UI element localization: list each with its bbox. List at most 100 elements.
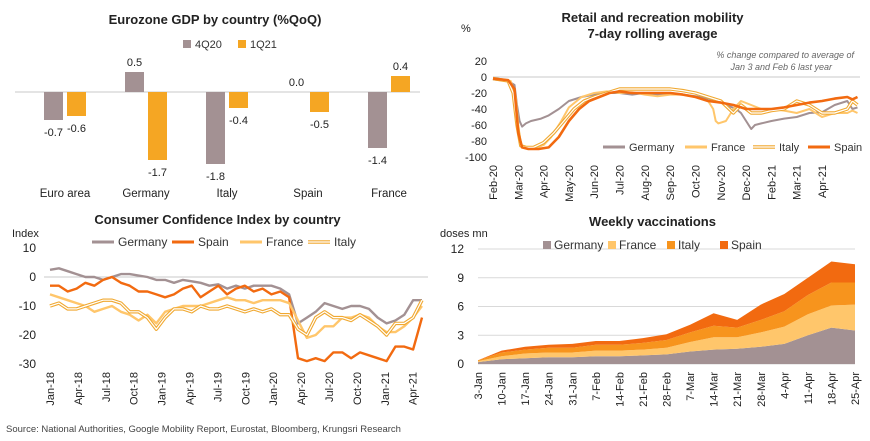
x-tick-label: 18-Apr (826, 372, 838, 405)
y-tick-label: -20 (471, 88, 487, 100)
data-label: -0.6 (67, 123, 86, 135)
x-tick-label: Jun-20 (589, 165, 601, 199)
x-tick-label: 28-Mar (756, 372, 768, 407)
bar-1q21-germany (148, 92, 167, 160)
legend-swatch-italy (667, 241, 675, 249)
legend-label-italy: Italy (334, 235, 356, 249)
y-tick-label: 10 (23, 241, 37, 255)
series-line-spain (50, 275, 424, 363)
x-tick-label: Feb-20 (488, 165, 500, 200)
legend-label-france: France (711, 142, 745, 154)
x-tick-label: 25-Apr (850, 372, 862, 405)
legend-swatch-germany (543, 241, 551, 249)
gdp-chart-title: Eurozone GDP by country (%QoQ) (108, 12, 322, 27)
x-tick-label: 10-Jan (497, 372, 509, 406)
category-label: Italy (216, 188, 237, 200)
x-tick-label: Jan-21 (380, 372, 392, 406)
x-tick-label: Oct-19 (240, 372, 252, 405)
x-tick-label: Jul-20 (615, 165, 627, 195)
legend-swatch-spain (720, 241, 728, 249)
y-tick-label: -10 (19, 299, 37, 313)
x-tick-label: Apr-20 (539, 165, 551, 198)
confidence-chart-panel: Consumer Confidence Index by country Ind… (0, 210, 435, 422)
x-tick-label: Nov-20 (716, 165, 728, 200)
bar-4q20-france (368, 92, 387, 148)
category-label: France (371, 188, 407, 200)
data-label: -1.7 (148, 167, 167, 179)
series-line-spain (492, 77, 859, 151)
legend-label-germany: Germany (629, 142, 675, 154)
bar-4q20-germany (125, 72, 144, 92)
y-tick-label: -80 (471, 136, 487, 148)
data-label: 0.5 (127, 57, 142, 69)
y-tick-label: 20 (475, 56, 487, 68)
area-spain (478, 261, 855, 361)
legend-label-germany: Germany (554, 238, 603, 252)
mobility-chart-panel: Retail and recreation mobility 7-day rol… (435, 0, 870, 210)
series-line-italy-inner (49, 299, 423, 336)
data-label: -1.8 (206, 171, 225, 183)
x-tick-label: 21-Mar (732, 372, 744, 407)
bar-1q21-spain (310, 92, 329, 112)
mobility-chart: % % change compared to average of Jan 3 an… (461, 23, 862, 202)
y-tick-label: 3 (457, 328, 464, 342)
x-tick-label: 17-Jan (520, 372, 532, 406)
x-tick-label: Oct-20 (690, 165, 702, 198)
legend-label-spain: Spain (834, 142, 862, 154)
y-axis-label: % (461, 23, 471, 35)
bar-1q21-euro-area (67, 92, 86, 116)
area-italy (478, 282, 855, 362)
vaccination-chart: doses mn 12 9 6 3 0 3-Jan 10-Jan 17-Jan 24-Jan 31-… (440, 228, 862, 407)
x-tick-label: Sep-20 (665, 165, 677, 200)
x-tick-label: Apr-21 (817, 165, 829, 198)
source-note: Source: National Authorities, Google Mob… (6, 424, 401, 435)
legend-label-france: France (266, 235, 304, 249)
y-axis-label: doses mn (440, 228, 488, 240)
x-tick-label: Oct-20 (352, 372, 364, 405)
vaccination-chart-title: Weekly vaccinations (589, 214, 716, 229)
legend-label-france: France (619, 238, 657, 252)
y-tick-label: 0 (457, 357, 464, 371)
area-germany (478, 327, 855, 364)
x-tick-label: Jan-18 (45, 372, 57, 406)
x-tick-label: 31-Jan (567, 372, 579, 406)
x-tick-label: Jul-18 (101, 372, 113, 402)
y-tick-label: -100 (465, 152, 487, 164)
y-axis-label: Index (12, 228, 39, 240)
y-tick-label: 0 (29, 270, 36, 284)
x-tick-label: Jul-20 (324, 372, 336, 402)
legend-label-spain: Spain (731, 238, 762, 252)
category-label: Spain (293, 188, 322, 200)
vaccination-chart-panel: Weekly vaccinations doses mn 12 9 6 3 0 3-Jan 1… (435, 210, 870, 422)
data-label: -0.5 (310, 119, 329, 131)
x-tick-label: 28-Feb (662, 372, 674, 407)
data-label: 0.0 (289, 77, 304, 89)
bar-1q21-italy (229, 92, 248, 108)
bar-4q20-euro-area (44, 92, 63, 120)
data-label: -0.7 (44, 127, 63, 139)
x-tick-label: Jan-20 (268, 372, 280, 406)
y-tick-label: -60 (471, 120, 487, 132)
legend-label-4q20: 4Q20 (195, 39, 222, 51)
x-tick-label: Oct-18 (129, 372, 141, 405)
y-tick-label: 6 (457, 300, 464, 314)
x-tick-label: Jul-19 (212, 372, 224, 402)
x-tick-label: 24-Jan (544, 372, 556, 406)
data-label: 0.4 (393, 61, 408, 73)
x-tick-label: Jan-19 (157, 372, 169, 406)
x-tick-label: 7-Mar (685, 372, 697, 401)
confidence-chart-title: Consumer Confidence Index by country (94, 212, 341, 227)
gdp-chart-panel: Eurozone GDP by country (%QoQ) 4Q20 1Q21 -… (0, 0, 430, 210)
legend-label-1q21: 1Q21 (250, 39, 277, 51)
series-line-italy-inner (492, 78, 858, 148)
legend-swatch-4q20 (183, 40, 191, 48)
y-tick-label: 0 (481, 72, 487, 84)
x-tick-label: Apr-20 (296, 372, 308, 405)
legend-swatch-france (608, 241, 616, 249)
area-france (478, 304, 855, 363)
data-label: -0.4 (229, 115, 248, 127)
mobility-chart-title: Retail and recreation mobility (561, 10, 744, 25)
category-label: Euro area (40, 188, 91, 200)
gdp-chart: 4Q20 1Q21 -0.7 -0.6 Euro area 0.5 -1.7 Germany -… (15, 39, 420, 200)
